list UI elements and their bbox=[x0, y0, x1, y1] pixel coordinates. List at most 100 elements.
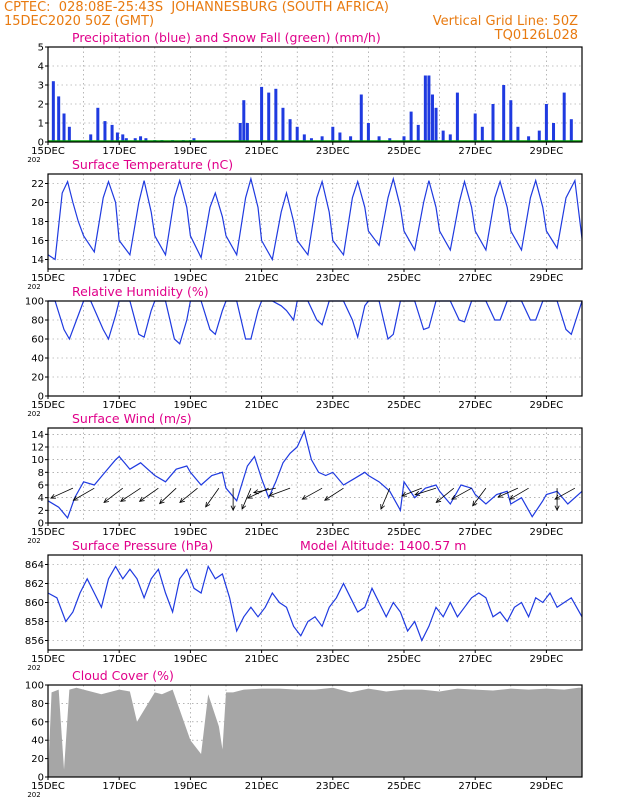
wind-vector bbox=[435, 487, 455, 503]
temp-xtick-label: 23DEC bbox=[316, 273, 350, 284]
precip-year-fragment: 202 bbox=[27, 156, 40, 164]
wind-arrowhead bbox=[230, 505, 236, 512]
cloud-ytick-label: 60 bbox=[31, 717, 44, 728]
wind-arrowhead bbox=[380, 504, 385, 510]
wind-arrowhead bbox=[497, 492, 504, 498]
temp-xtick-label: 21DEC bbox=[245, 273, 279, 284]
wind-arrowhead bbox=[554, 494, 561, 500]
precip-ytick-label: 2 bbox=[38, 100, 44, 111]
precip-bar bbox=[62, 113, 66, 142]
wind-arrowhead bbox=[138, 496, 145, 502]
press-ytick-label: 864 bbox=[25, 560, 44, 571]
wind-arrowhead bbox=[509, 494, 515, 500]
precip-xtick-label: 25DEC bbox=[387, 146, 421, 157]
precip-bar bbox=[124, 138, 128, 142]
precip-bar bbox=[502, 85, 506, 142]
temp-line bbox=[47, 176, 583, 262]
header-line1: CPTEC: 028:08E-25:43S JOHANNESBURG (SOUT… bbox=[4, 0, 389, 15]
precip-bar bbox=[302, 134, 306, 142]
press-xtick-label: 25DEC bbox=[387, 654, 421, 665]
wind-ytick-label: 2 bbox=[38, 506, 44, 517]
precip-bar bbox=[416, 124, 420, 142]
precip-bar bbox=[288, 119, 292, 142]
press-ytick-label: 856 bbox=[25, 636, 44, 647]
wind-vector bbox=[247, 487, 269, 499]
precip-bar bbox=[544, 104, 548, 142]
wind-arrowhead bbox=[554, 505, 560, 512]
precip-bar bbox=[238, 123, 242, 142]
precip-bar bbox=[366, 123, 370, 142]
precip-ytick-label: 5 bbox=[38, 43, 44, 54]
precip-ytick-label: 1 bbox=[38, 119, 44, 130]
rh-ytick-label: 80 bbox=[31, 316, 44, 327]
temp-ytick-label: 22 bbox=[31, 179, 44, 190]
precip-bar bbox=[427, 75, 431, 142]
precip-bar bbox=[509, 100, 513, 142]
press-xtick-label: 19DEC bbox=[174, 654, 208, 665]
cloud-title: Cloud Cover (%) bbox=[72, 668, 174, 683]
header-code: TQ0126L028 bbox=[494, 28, 578, 43]
cloud-ytick-label: 100 bbox=[25, 681, 44, 692]
precip-bar bbox=[434, 107, 438, 142]
press-ytick-label: 858 bbox=[25, 617, 44, 628]
temp-ytick-label: 14 bbox=[31, 255, 44, 266]
cloud-xtick-label: 21DEC bbox=[245, 781, 279, 792]
precip-bar bbox=[441, 130, 445, 142]
rh-xtick-label: 17DEC bbox=[102, 400, 136, 411]
header-line2-left: 15DEC2020 50Z (GMT) bbox=[4, 14, 155, 29]
wind-xtick-label: 27DEC bbox=[458, 527, 492, 538]
wind-arrowhead bbox=[158, 498, 165, 505]
precip-xtick-label: 27DEC bbox=[458, 146, 492, 157]
wind-arrowhead bbox=[472, 500, 478, 507]
precip-bar bbox=[402, 136, 406, 142]
wind-vector bbox=[554, 487, 576, 500]
press-ytick-label: 862 bbox=[25, 579, 44, 590]
precip-bar bbox=[552, 123, 556, 142]
rh-year-fragment: 202 bbox=[27, 410, 40, 418]
wind-xtick-label: 17DEC bbox=[102, 527, 136, 538]
wind-vector bbox=[73, 487, 95, 501]
wind-xtick-label: 23DEC bbox=[316, 527, 350, 538]
wind-xtick-label: 19DEC bbox=[174, 527, 208, 538]
wind-arrowhead bbox=[414, 491, 421, 496]
wind-vector bbox=[269, 487, 291, 497]
temp-ytick-label: 16 bbox=[31, 236, 44, 247]
precip-ytick-label: 4 bbox=[38, 62, 44, 73]
wind-vector bbox=[179, 487, 198, 503]
cloud-frame bbox=[47, 684, 583, 778]
precip-bar bbox=[260, 86, 264, 142]
wind-arrowhead bbox=[179, 497, 185, 504]
precip-bar bbox=[338, 132, 342, 142]
cloud-year-fragment: 202 bbox=[27, 791, 40, 799]
wind-ytick-label: 4 bbox=[38, 493, 44, 504]
precip-bar bbox=[274, 88, 278, 142]
wind-ytick-label: 6 bbox=[38, 481, 44, 492]
precip-bar bbox=[110, 124, 114, 142]
precip-bar bbox=[480, 126, 484, 142]
precip-bar bbox=[89, 134, 93, 142]
precip-bar bbox=[430, 94, 434, 142]
temp-ytick-label: 18 bbox=[31, 217, 44, 228]
wind-arrowhead bbox=[401, 491, 408, 497]
precip-xtick-label: 29DEC bbox=[530, 146, 564, 157]
model-altitude: Model Altitude: 1400.57 m bbox=[300, 538, 466, 553]
precip-bar bbox=[473, 113, 477, 142]
press-ytick-label: 860 bbox=[25, 598, 44, 609]
rh-xtick-label: 27DEC bbox=[458, 400, 492, 411]
wind-arrowhead bbox=[205, 501, 211, 508]
precip-bar bbox=[139, 136, 143, 142]
precip-bar bbox=[245, 123, 249, 142]
rh-title: Relative Humidity (%) bbox=[72, 284, 209, 299]
press-xtick-label: 23DEC bbox=[316, 654, 350, 665]
wind-ytick-label: 0 bbox=[38, 519, 44, 530]
rh-frame bbox=[47, 300, 583, 397]
temp-xtick-label: 19DEC bbox=[174, 273, 208, 284]
precip-bar bbox=[144, 138, 148, 142]
wind-vector bbox=[205, 487, 220, 508]
press-xtick-label: 27DEC bbox=[458, 654, 492, 665]
wind-arrowhead bbox=[268, 491, 275, 497]
cloud-xtick-label: 19DEC bbox=[174, 781, 208, 792]
rh-ytick-label: 100 bbox=[25, 297, 44, 308]
wind-xtick-label: 25DEC bbox=[387, 527, 421, 538]
cloud-xtick-label: 27DEC bbox=[458, 781, 492, 792]
